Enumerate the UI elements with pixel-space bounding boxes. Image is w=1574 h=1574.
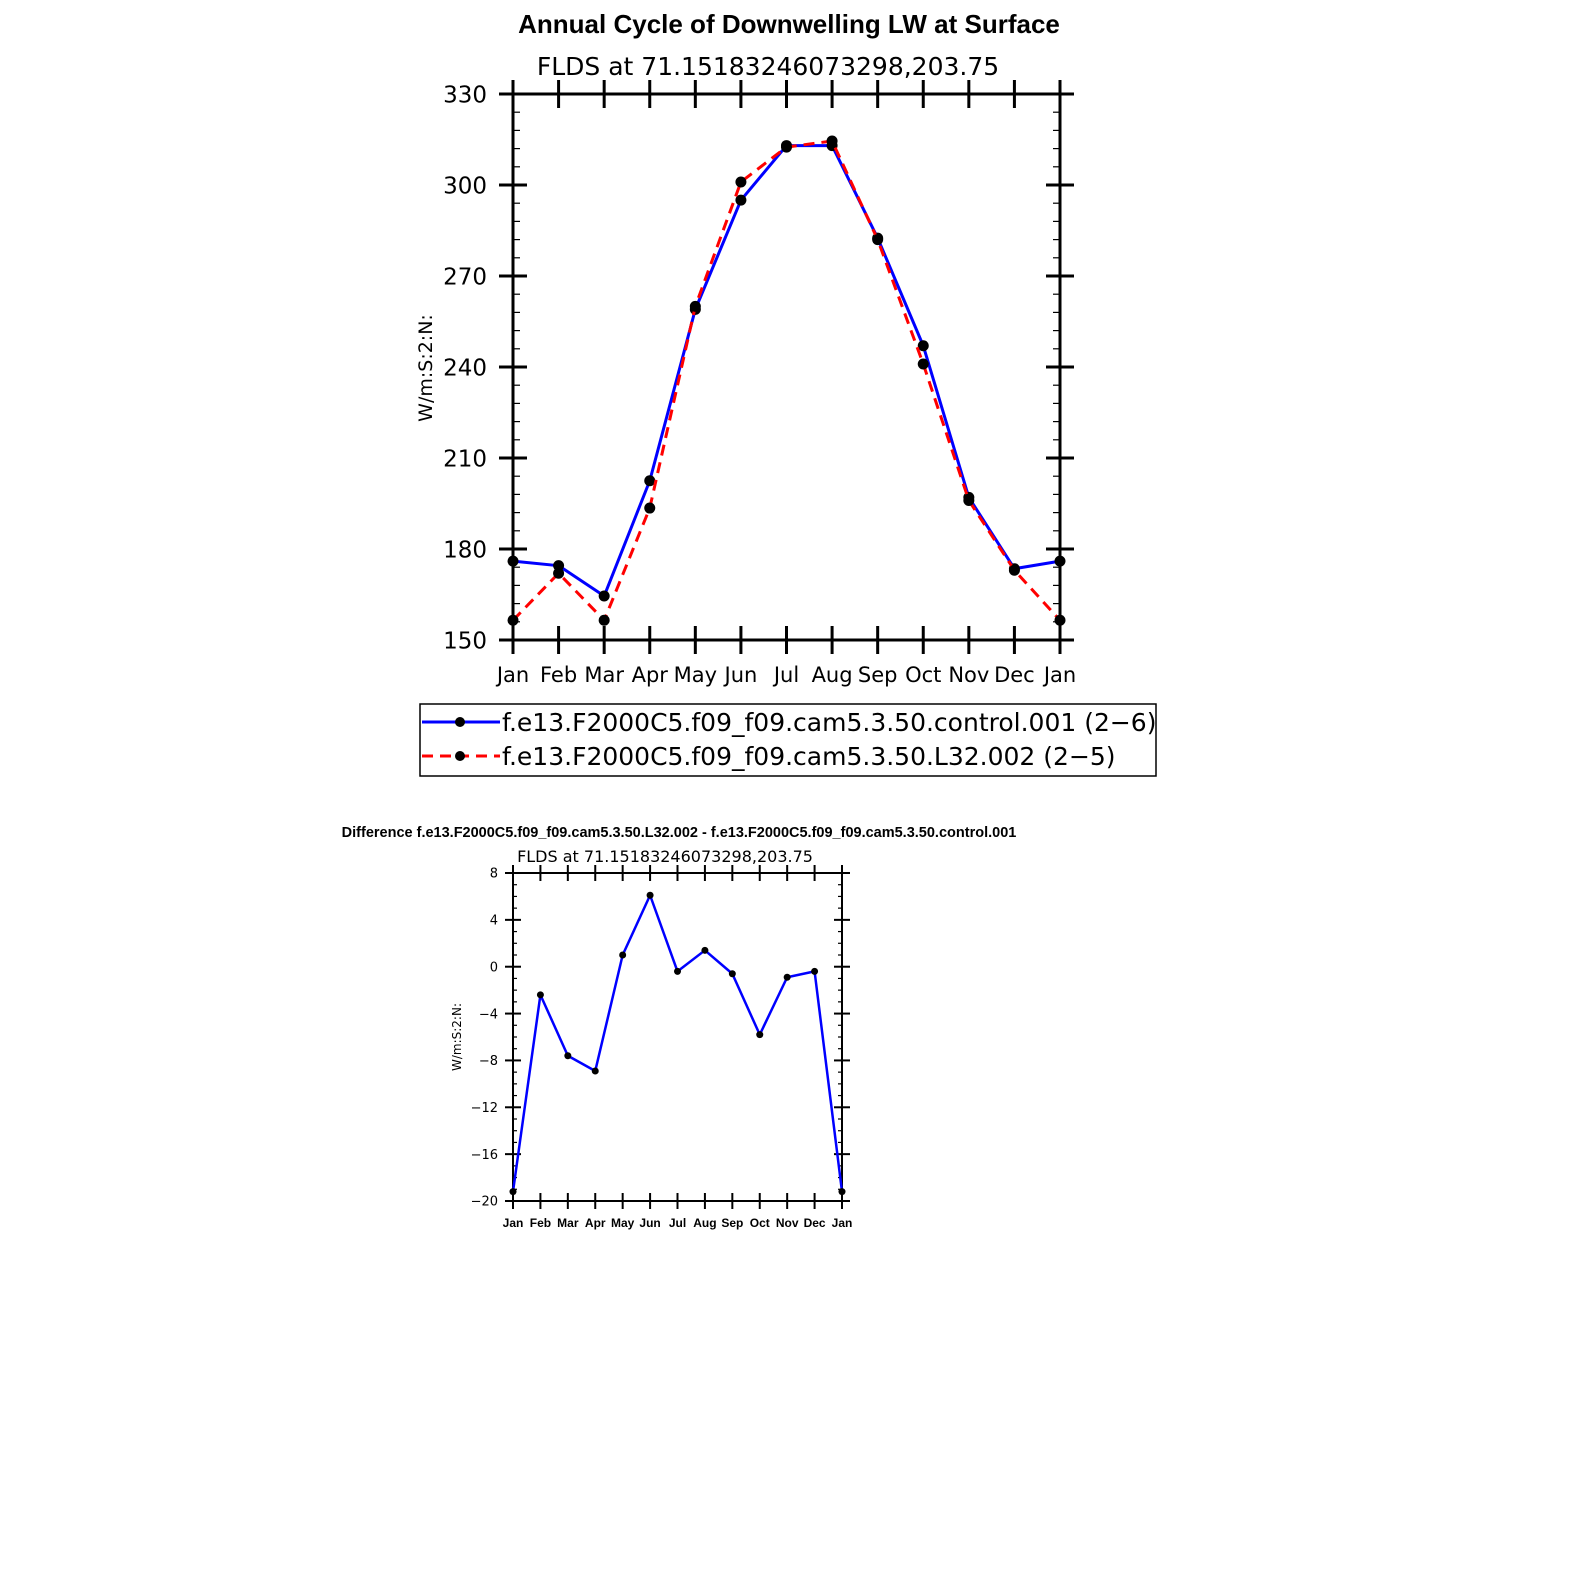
chart2-ylabel: W/m:S:2:N: [450, 1003, 464, 1071]
x-tick-label: Jul [669, 1216, 686, 1230]
series-1-point [644, 502, 656, 514]
y-tick-label: −4 [479, 1007, 498, 1022]
series-0-point [536, 991, 544, 999]
x-tick-label: Mar [557, 1216, 579, 1230]
series-0-point [507, 555, 519, 567]
x-tick-label: Jun [639, 1216, 660, 1230]
series-0-point [646, 891, 654, 899]
chart2-subtitle: FLDS at 71.15183246073298,203.75 [517, 847, 813, 866]
series-0-point [674, 967, 681, 975]
series-0-point [598, 590, 610, 602]
legend-marker-control [455, 717, 465, 727]
series-0-point [553, 560, 565, 572]
series-0-point [838, 1188, 846, 1196]
series-1-point [553, 567, 565, 579]
series-1-point [598, 614, 610, 626]
series-1-point [1008, 564, 1020, 576]
y-tick-label: −8 [479, 1054, 498, 1069]
series-0-point [811, 967, 819, 975]
chart1-ylabel: W/m:S:2:N: [415, 314, 437, 422]
x-tick-label: Jul [772, 663, 799, 687]
y-tick-label: 210 [443, 446, 487, 472]
x-tick-label: Aug [812, 663, 853, 687]
series-1-point [507, 614, 519, 626]
x-tick-label: Sep [858, 663, 898, 687]
series-0-point [917, 340, 929, 352]
x-tick-label: Sep [721, 1216, 743, 1230]
legend-marker-l32 [455, 751, 465, 761]
chart-difference: Difference f.e13.F2000C5.f09_f09.cam5.3.… [342, 825, 1017, 1230]
chart1-legend: f.e13.F2000C5.f09_f09.cam5.3.50.control.… [419, 703, 1157, 777]
y-tick-label: 330 [443, 82, 487, 108]
series-0-point [728, 970, 736, 978]
x-tick-label: May [674, 663, 717, 687]
series-1-point [781, 141, 792, 153]
series-0-point [735, 194, 747, 206]
series-0-point [644, 475, 656, 487]
y-tick-label: 4 [490, 914, 498, 929]
chart2-title: Difference f.e13.F2000C5.f09_f09.cam5.3.… [342, 825, 1017, 841]
chart1-axes: 150 180 210 240 270 300 330 Jan Feb Mar Apr May Jun J… [443, 80, 1076, 687]
chart2-axes: −20 −16 −12 −8 −4 0 4 8 Jan Feb Mar Apr May Jun Jul Aug… [471, 865, 853, 1230]
y-tick-label: 8 [490, 867, 498, 882]
y-tick-label: 270 [443, 264, 487, 290]
x-tick-label: May [611, 1216, 635, 1230]
x-tick-label: Jan [495, 663, 529, 687]
series-1-point [872, 234, 884, 246]
series-0-point [591, 1067, 599, 1075]
x-tick-label: Jan [503, 1216, 524, 1230]
x-tick-label: Jan [1042, 663, 1076, 687]
series-1-point [917, 358, 929, 370]
series-1-point [689, 300, 701, 312]
series-0-point [701, 946, 709, 954]
legend-box [419, 703, 1157, 777]
y-tick-label: 180 [443, 537, 487, 563]
legend-label-l32: f.e13.F2000C5.f09_f09.cam5.3.50.L32.002 … [502, 742, 1116, 771]
series-1-point [963, 494, 975, 506]
x-tick-label: Jun [723, 663, 758, 687]
y-tick-label: −16 [471, 1148, 498, 1163]
chart1-title: Annual Cycle of Downwelling LW at Surfac… [518, 9, 1060, 39]
y-tick-label: −20 [471, 1195, 498, 1210]
series-0-point [783, 973, 791, 981]
x-tick-label: Nov [948, 663, 989, 687]
y-tick-label: 0 [490, 960, 498, 975]
x-tick-label: Feb [530, 1216, 551, 1230]
x-tick-label: Oct [750, 1216, 770, 1230]
x-tick-label: Feb [540, 663, 577, 687]
chart1-plot-area [507, 135, 1066, 626]
legend-label-control: f.e13.F2000C5.f09_f09.cam5.3.50.control.… [502, 708, 1156, 737]
series-0-point [1054, 555, 1066, 567]
series-0-point [619, 951, 627, 959]
x-tick-label: Apr [585, 1216, 606, 1230]
x-tick-label: Aug [693, 1216, 716, 1230]
x-tick-label: Mar [584, 663, 624, 687]
x-tick-label: Jan [832, 1216, 853, 1230]
x-tick-label: Nov [776, 1216, 799, 1230]
chart1-subtitle: FLDS at 71.15183246073298,203.75 [537, 52, 999, 81]
y-tick-label: −12 [471, 1101, 498, 1116]
y-tick-label: 300 [443, 173, 487, 199]
series-1-point [735, 176, 747, 188]
series-0-point [756, 1031, 764, 1039]
chart2-plot-area [509, 891, 846, 1196]
y-tick-label: 150 [443, 628, 487, 654]
x-tick-label: Dec [994, 663, 1035, 687]
series-1-point [1054, 614, 1066, 626]
y-tick-label: 240 [443, 355, 487, 381]
series-0-point [564, 1052, 572, 1060]
chart-annual-cycle: Annual Cycle of Downwelling LW at Surfac… [415, 9, 1157, 777]
series-0-point [509, 1188, 517, 1196]
x-tick-label: Oct [905, 663, 941, 687]
x-tick-label: Apr [632, 663, 669, 687]
x-tick-label: Dec [804, 1216, 826, 1230]
series-1-point [826, 135, 838, 147]
